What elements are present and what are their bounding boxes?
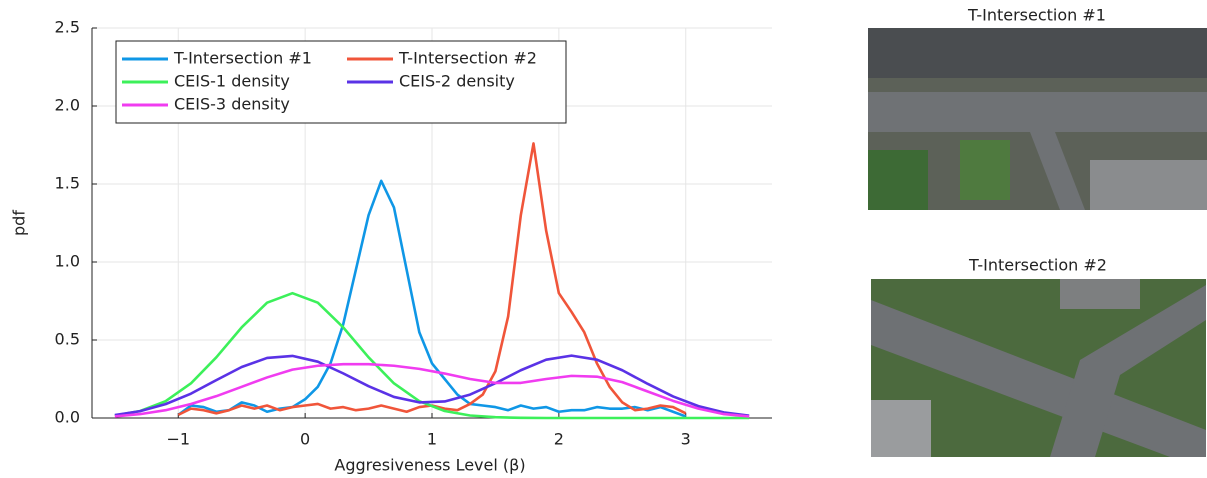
y-tick-label: 0.5 xyxy=(55,330,80,349)
x-tick-label: 3 xyxy=(681,430,691,449)
y-tick-label: 2.5 xyxy=(55,18,80,37)
y-axis-label: pdf xyxy=(10,210,29,236)
legend-label: CEIS-1 density xyxy=(174,72,290,91)
figure: Aggresiveness Level (β) pdf T-Intersecti… xyxy=(0,0,1207,478)
x-tick-label: 2 xyxy=(554,430,564,449)
x-tick-label: 1 xyxy=(427,430,437,449)
aerial-image-1 xyxy=(868,28,1207,210)
legend-label: T-Intersection #2 xyxy=(398,49,537,68)
legend-label: CEIS-2 density xyxy=(399,72,515,91)
y-tick-label: 2.0 xyxy=(55,96,80,115)
x-tick-label: 0 xyxy=(300,430,310,449)
image-title: T-Intersection #2 xyxy=(968,256,1107,275)
legend-label: T-Intersection #1 xyxy=(173,49,312,68)
x-axis-label: Aggresiveness Level (β) xyxy=(334,456,525,475)
y-tick-label: 1.5 xyxy=(55,174,80,193)
legend-label: CEIS-3 density xyxy=(174,95,290,114)
y-tick-label: 1.0 xyxy=(55,252,80,271)
y-tick-label: 0.0 xyxy=(55,408,80,427)
image-title: T-Intersection #1 xyxy=(967,6,1106,25)
x-tick-label: −1 xyxy=(166,430,190,449)
aerial-image-2 xyxy=(871,279,1206,457)
